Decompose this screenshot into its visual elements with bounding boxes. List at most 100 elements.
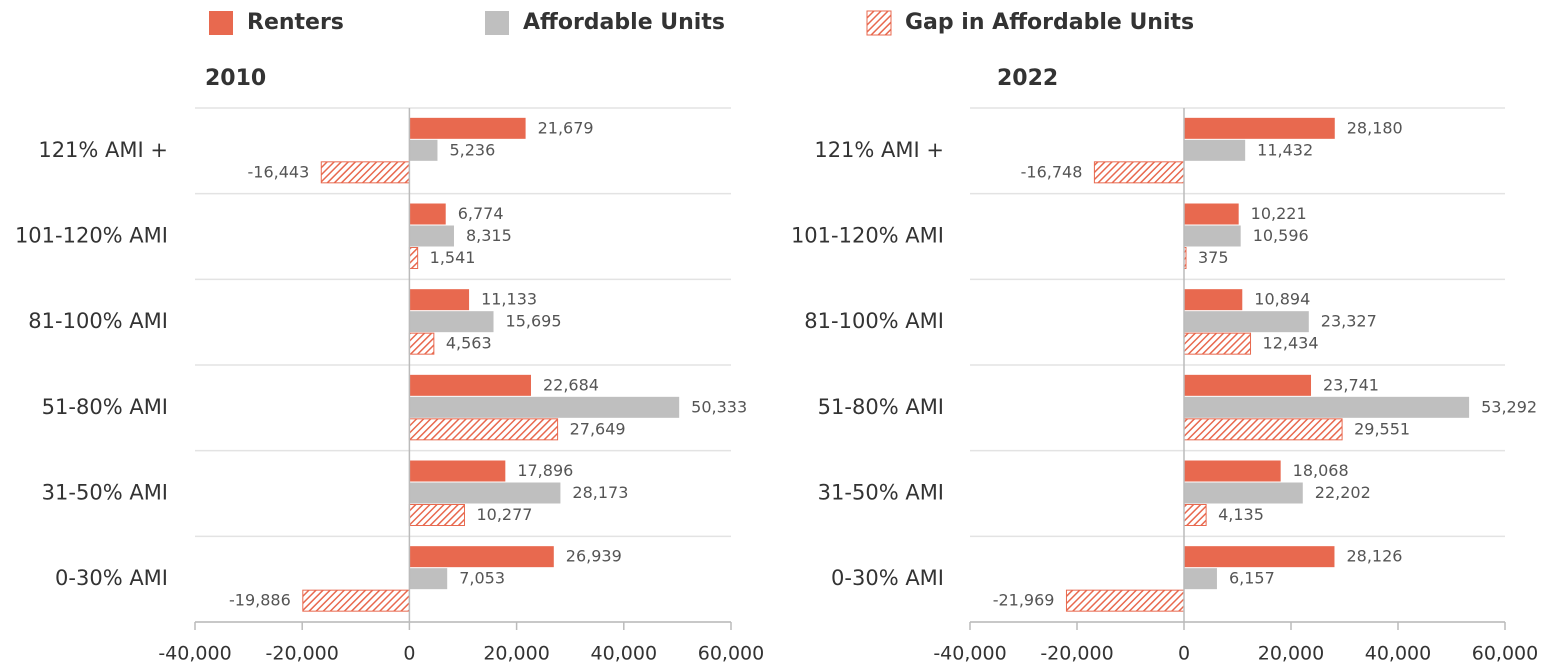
value-label: 4,563 (446, 334, 492, 353)
bar (320, 161, 410, 184)
bar (1184, 225, 1241, 247)
value-label: 28,180 (1347, 118, 1403, 137)
category-label: 121% AMI + (38, 138, 168, 162)
value-label: 7,053 (459, 569, 505, 588)
value-label: 22,202 (1315, 483, 1371, 502)
category-label: 81-100% AMI (28, 309, 168, 333)
value-label: 6,774 (458, 204, 504, 223)
bar (1184, 482, 1303, 504)
value-label: -21,969 (993, 591, 1055, 610)
bar (1065, 589, 1185, 612)
value-label: -19,886 (229, 591, 291, 610)
value-label: 11,133 (481, 290, 537, 309)
bar (1184, 311, 1309, 333)
value-label: 10,596 (1253, 226, 1309, 245)
x-tick-label: 0 (403, 643, 415, 665)
legend-label: Gap in Affordable Units (905, 10, 1194, 35)
category-label: 31-50% AMI (42, 481, 168, 505)
category-label: 101-120% AMI (791, 224, 944, 248)
bar (409, 482, 561, 504)
bar (1184, 117, 1335, 139)
category-label: 0-30% AMI (831, 566, 944, 590)
bar (1184, 396, 1470, 418)
bar (409, 311, 494, 333)
value-label: 10,221 (1251, 204, 1307, 223)
value-label: 17,896 (517, 461, 573, 480)
legend-swatch (209, 11, 233, 35)
x-tick-label: 40,000 (1365, 643, 1431, 665)
legend-label: Affordable Units (523, 10, 725, 35)
bar (1183, 504, 1207, 526)
legend-swatch (485, 11, 509, 35)
value-label: 27,649 (570, 419, 626, 438)
x-tick-label: -40,000 (933, 643, 1006, 665)
value-label: 10,894 (1254, 290, 1310, 309)
value-label: 8,315 (466, 226, 512, 245)
bar (1184, 289, 1243, 311)
bar (1183, 418, 1343, 441)
bar (1184, 139, 1246, 161)
value-label: 26,939 (566, 547, 622, 566)
bar (1093, 161, 1185, 184)
bar (302, 589, 410, 612)
value-label: 15,695 (506, 312, 562, 331)
value-label: 375 (1198, 248, 1229, 267)
value-label: 50,333 (691, 397, 747, 416)
bar (408, 247, 419, 269)
value-label: 23,327 (1321, 312, 1377, 331)
value-label: 5,236 (449, 140, 495, 159)
value-label: 53,292 (1481, 397, 1537, 416)
bar (1184, 568, 1217, 590)
legend-swatch (866, 10, 892, 36)
value-label: 23,741 (1323, 375, 1379, 394)
value-label: 29,551 (1354, 419, 1410, 438)
bar (1184, 374, 1312, 396)
bar (408, 332, 435, 355)
bar (1184, 203, 1239, 225)
category-label: 121% AMI + (814, 138, 944, 162)
bar (409, 374, 531, 396)
category-label: 101-120% AMI (15, 224, 168, 248)
value-label: -16,443 (247, 162, 309, 181)
value-label: 21,679 (538, 118, 594, 137)
value-label: 18,068 (1293, 461, 1349, 480)
value-label: 11,432 (1257, 140, 1313, 159)
bar (408, 504, 465, 526)
chart-title: 2010 (205, 66, 266, 91)
category-label: 81-100% AMI (804, 309, 944, 333)
x-tick-label: 60,000 (698, 643, 764, 665)
value-label: 12,434 (1263, 334, 1319, 353)
value-label: 6,157 (1229, 569, 1275, 588)
category-label: 0-30% AMI (55, 566, 168, 590)
value-label: 10,277 (476, 505, 532, 524)
bar (409, 203, 446, 225)
category-label: 51-80% AMI (818, 395, 944, 419)
x-tick-label: -20,000 (1040, 643, 1113, 665)
bar (409, 568, 448, 590)
bar (409, 139, 438, 161)
bar (409, 117, 526, 139)
x-tick-label: 60,000 (1472, 643, 1538, 665)
bar (1184, 546, 1335, 568)
bar (409, 396, 680, 418)
bar (1184, 460, 1281, 482)
value-label: -16,748 (1021, 162, 1083, 181)
x-tick-label: 40,000 (591, 643, 657, 665)
value-label: 1,541 (430, 248, 476, 267)
x-tick-label: 20,000 (483, 643, 549, 665)
bar (409, 546, 554, 568)
value-label: 28,126 (1346, 547, 1402, 566)
bar (409, 289, 470, 311)
chart-title: 2022 (997, 66, 1058, 91)
legend-label: Renters (247, 10, 344, 35)
x-tick-label: -20,000 (266, 643, 339, 665)
value-label: 28,173 (572, 483, 628, 502)
bar (408, 418, 559, 441)
category-label: 31-50% AMI (818, 481, 944, 505)
category-label: 51-80% AMI (42, 395, 168, 419)
x-tick-label: 20,000 (1258, 643, 1324, 665)
bar (409, 460, 506, 482)
bar (1183, 332, 1252, 355)
x-tick-label: -40,000 (158, 643, 231, 665)
